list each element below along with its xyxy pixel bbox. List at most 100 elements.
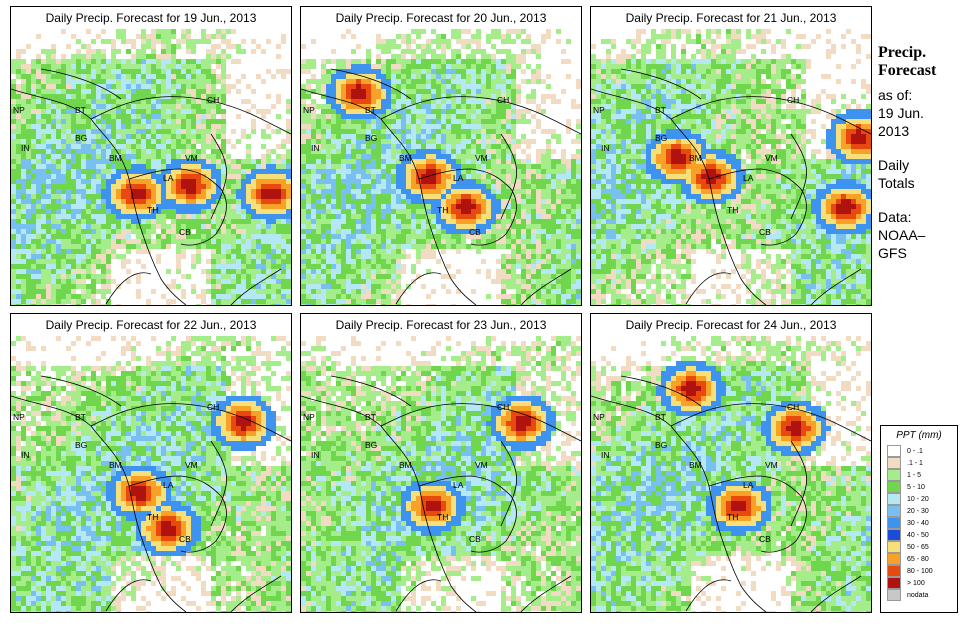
totals-label: Totals bbox=[878, 175, 915, 191]
country-label: VM bbox=[765, 460, 778, 470]
legend-swatch bbox=[887, 529, 901, 541]
legend-swatch bbox=[887, 457, 901, 469]
asof-label: as of: bbox=[878, 87, 913, 103]
country-label: VM bbox=[475, 460, 488, 470]
legend-item: 50 - 65 bbox=[881, 541, 957, 553]
country-label: NP bbox=[593, 412, 605, 422]
daily-label: Daily bbox=[878, 157, 910, 173]
country-label: LA bbox=[453, 173, 464, 183]
country-label: CB bbox=[469, 534, 481, 544]
precip-legend: PPT (mm) 0 - .1 .1 - 1 1 - 5 5 - 10 10 - 20 2… bbox=[880, 425, 958, 613]
forecast-panel-3: Daily Precip. Forecast for 21 Jun., 2013… bbox=[590, 6, 872, 306]
precip-map: NPBTBGINBMCHVMLATHCBMYMYIDID bbox=[301, 29, 581, 305]
country-label: VM bbox=[475, 153, 488, 163]
legend-swatch bbox=[887, 469, 901, 481]
country-label: VM bbox=[185, 153, 198, 163]
legend-label: .1 - 1 bbox=[907, 459, 923, 467]
legend-label: 65 - 80 bbox=[907, 555, 929, 563]
country-label: BM bbox=[109, 460, 122, 470]
country-label: CH bbox=[497, 402, 509, 412]
country-label: BG bbox=[655, 440, 667, 450]
country-label: BT bbox=[75, 412, 86, 422]
country-label: VM bbox=[765, 153, 778, 163]
country-label: CH bbox=[497, 95, 509, 105]
legend-label: > 100 bbox=[907, 579, 925, 587]
country-label: CB bbox=[469, 227, 481, 237]
legend-item: 10 - 20 bbox=[881, 493, 957, 505]
country-label: TH bbox=[437, 512, 448, 522]
legend-item: 40 - 50 bbox=[881, 529, 957, 541]
country-label: BT bbox=[655, 412, 666, 422]
country-label: NP bbox=[593, 105, 605, 115]
forecast-panel-5: Daily Precip. Forecast for 23 Jun., 2013… bbox=[300, 313, 582, 613]
legend-swatch bbox=[887, 505, 901, 517]
country-label: IN bbox=[601, 143, 610, 153]
legend-label: 0 - .1 bbox=[907, 447, 923, 455]
forecast-panel-4: Daily Precip. Forecast for 22 Jun., 2013… bbox=[10, 313, 292, 613]
country-label: TH bbox=[437, 205, 448, 215]
legend-item: 5 - 10 bbox=[881, 481, 957, 493]
legend-title: PPT (mm) bbox=[896, 430, 942, 441]
legend-swatch bbox=[887, 493, 901, 505]
legend-swatch bbox=[887, 577, 901, 589]
forecast-panel-2: Daily Precip. Forecast for 20 Jun., 2013… bbox=[300, 6, 582, 306]
legend-item: > 100 bbox=[881, 577, 957, 589]
legend-label: 1 - 5 bbox=[907, 471, 922, 479]
legend-label: 80 - 100 bbox=[907, 567, 933, 575]
country-label: BM bbox=[109, 153, 122, 163]
country-label: BT bbox=[75, 105, 86, 115]
country-label: BT bbox=[655, 105, 666, 115]
sidebar-heading: Forecast bbox=[878, 62, 937, 79]
country-label: LA bbox=[163, 480, 174, 490]
country-label: CH bbox=[787, 95, 799, 105]
country-label: CB bbox=[759, 227, 771, 237]
legend-label: 50 - 65 bbox=[907, 543, 929, 551]
legend-rows: 0 - .1 .1 - 1 1 - 5 5 - 10 10 - 20 20 - 30 30 … bbox=[881, 445, 957, 601]
legend-label: 40 - 50 bbox=[907, 531, 929, 539]
country-label: TH bbox=[147, 512, 158, 522]
country-label: BG bbox=[365, 133, 377, 143]
panel-title: Daily Precip. Forecast for 22 Jun., 2013 bbox=[11, 314, 291, 337]
country-label: TH bbox=[727, 512, 738, 522]
country-label: IN bbox=[21, 143, 30, 153]
legend-item: .1 - 1 bbox=[881, 457, 957, 469]
legend-swatch bbox=[887, 541, 901, 553]
country-label: NP bbox=[13, 412, 25, 422]
country-label: CH bbox=[207, 95, 219, 105]
data-source: NOAA– bbox=[878, 227, 926, 243]
country-label: IN bbox=[601, 450, 610, 460]
country-label: TH bbox=[727, 205, 738, 215]
panel-title: Daily Precip. Forecast for 21 Jun., 2013 bbox=[591, 7, 871, 30]
precip-map: NPBTBGINBMCHVMLATHCBMYMYIDID bbox=[591, 336, 871, 612]
country-label: BM bbox=[689, 153, 702, 163]
sidebar-info: Precip. Forecast as of: 19 Jun. 2013 Dai… bbox=[878, 44, 964, 262]
country-label: LA bbox=[743, 480, 754, 490]
country-label: LA bbox=[163, 173, 174, 183]
forecast-panel-1: Daily Precip. Forecast for 19 Jun., 2013… bbox=[10, 6, 292, 306]
legend-label: 5 - 10 bbox=[907, 483, 925, 491]
legend-swatch bbox=[887, 565, 901, 577]
country-label: BM bbox=[399, 460, 412, 470]
asof-year: 2013 bbox=[878, 123, 910, 139]
sidebar-heading: Precip. bbox=[878, 44, 927, 61]
legend-item: 0 - .1 bbox=[881, 445, 957, 457]
panel-title: Daily Precip. Forecast for 23 Jun., 2013 bbox=[301, 314, 581, 337]
legend-swatch bbox=[887, 553, 901, 565]
country-label: LA bbox=[743, 173, 754, 183]
country-label: BT bbox=[365, 105, 376, 115]
legend-item: nodata bbox=[881, 589, 957, 601]
precip-map: NPBTBGINBMCHVMLATHCBMYMYIDID bbox=[591, 29, 871, 305]
country-label: BG bbox=[365, 440, 377, 450]
country-label: IN bbox=[311, 450, 320, 460]
legend-swatch bbox=[887, 589, 901, 601]
country-label: CH bbox=[787, 402, 799, 412]
country-label: CB bbox=[179, 227, 191, 237]
legend-swatch bbox=[887, 481, 901, 493]
precip-map: NPBTBGINBMCHVMLATHCBMYMYIDID bbox=[11, 29, 291, 305]
country-label: BG bbox=[75, 440, 87, 450]
legend-item: 65 - 80 bbox=[881, 553, 957, 565]
panel-title: Daily Precip. Forecast for 19 Jun., 2013 bbox=[11, 7, 291, 30]
panel-title: Daily Precip. Forecast for 24 Jun., 2013 bbox=[591, 314, 871, 337]
country-label: IN bbox=[311, 143, 320, 153]
country-label: CB bbox=[179, 534, 191, 544]
